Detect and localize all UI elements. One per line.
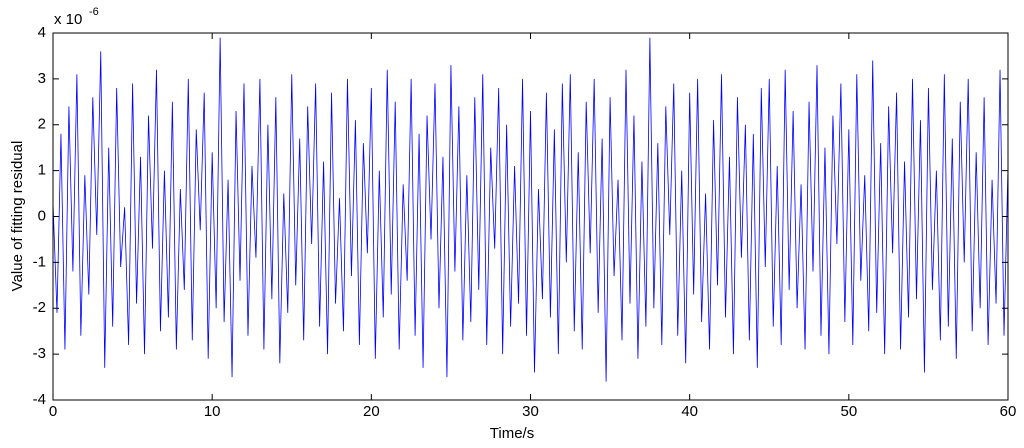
x-axis-label: Time/s: [490, 425, 534, 442]
plot-frame: [52, 32, 1009, 401]
y-tick-label: -3: [33, 345, 46, 362]
data-line: [52, 37, 1009, 382]
exponent-power: -6: [89, 6, 99, 18]
y-tick-label: 1: [38, 162, 46, 179]
x-tick-label: 20: [363, 403, 380, 420]
x-tick-label: 40: [681, 403, 698, 420]
y-tick-label: -1: [33, 253, 46, 270]
y-tick-label: -4: [33, 391, 46, 408]
x-tick-label: 0: [49, 403, 57, 420]
y-tick-label: 4: [38, 24, 46, 41]
x-tick-label: 50: [840, 403, 857, 420]
y-tick-label: 0: [38, 207, 46, 224]
y-tick-label: 2: [38, 116, 46, 133]
y-tick-label: 3: [38, 70, 46, 87]
x-tick-label: 60: [1000, 403, 1017, 420]
x-tick-label: 30: [522, 403, 539, 420]
x-tick-label: 10: [204, 403, 221, 420]
y-tick-label: -2: [33, 299, 46, 316]
y-axis-label: Value of fitting residual: [9, 141, 26, 292]
exponent-base: x 10: [54, 11, 82, 28]
